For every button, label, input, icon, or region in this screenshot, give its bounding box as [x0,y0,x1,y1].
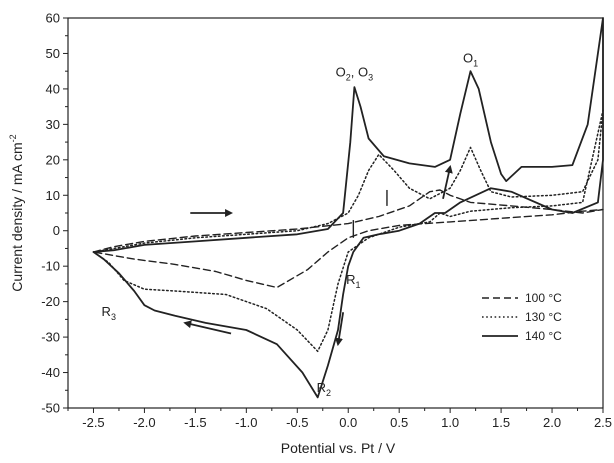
y-tick-label: -40 [41,365,60,380]
x-tick-label: -2.5 [82,415,104,430]
x-tick-label: 0.0 [339,415,357,430]
annotation-subscript: 1 [356,280,361,290]
annotation-subscript: 2 [346,73,351,83]
x-axis-title: Potential vs. Pt / V [281,440,396,456]
annotation-r2: R2 [317,380,331,398]
legend: 100 °C 130 °C 140 °C [482,291,562,343]
annotation-o1: O1 [463,50,478,68]
y-tick-label: 60 [46,11,60,26]
legend-label: 140 °C [525,329,562,343]
legend-label: 130 °C [525,310,562,324]
annotation-r1: R1 [346,272,360,290]
arrow-layer [183,164,453,347]
y-tick-label: 50 [46,46,60,61]
arrow-left [183,320,232,335]
y-tick-label: -10 [41,259,60,274]
annotation-main: O [463,50,473,65]
annotation-subscript: 3 [368,73,373,83]
y-axis-title-main: Current density / mA cm [9,142,25,291]
x-tick-label: 2.0 [543,415,561,430]
y-tick-label: 10 [46,188,60,203]
y-tick-label: -20 [41,294,60,309]
y-axis-title-superscript: -2 [8,134,18,142]
marker-line-layer [352,189,388,238]
y-tick-label: 20 [46,152,60,167]
annotation-r3: R3 [102,304,116,322]
series-line [92,17,604,399]
x-tick-label: -1.5 [184,415,206,430]
y-axis-ticks: -50 -40 -30 -20 -10 0 10 20 30 40 50 60 [41,11,68,416]
annotation-main: R [102,304,111,319]
x-tick-label: -1.0 [235,415,257,430]
series-layer [92,17,604,399]
y-tick-label: 30 [46,117,60,132]
series-line [92,109,604,353]
annotation-subscript: 2 [326,388,331,398]
annotation-subscript: 3 [111,312,116,322]
x-tick-label: 1.5 [492,415,510,430]
y-tick-label: -50 [41,401,60,416]
annotation-main: O [336,65,346,80]
legend-label: 100 °C [525,291,562,305]
x-tick-label: 1.0 [441,415,459,430]
y-tick-label: -30 [41,330,60,345]
x-tick-label: -0.5 [286,415,308,430]
arrow-down [335,312,345,347]
y-tick-label: 40 [46,81,60,96]
annotation-rest: , O [351,65,368,80]
annotation-subscript: 1 [473,58,478,68]
x-tick-label: 2.5 [594,415,612,430]
x-tick-label: 0.5 [390,415,408,430]
x-tick-label: -2.0 [133,415,155,430]
y-axis-title: Current density / mA cm-2 [8,134,25,291]
y-tick-label: 0 [53,223,60,238]
annotation-o2o3: O2, O3 [336,65,374,83]
annotation-main: R [346,272,355,287]
annotation-main: R [317,380,326,395]
arrow-up [442,164,453,200]
x-axis-ticks: -2.5 -2.0 -1.5 -1.0 -0.5 0.0 0.5 1.0 1.5 2.0 2.5 [67,408,612,430]
